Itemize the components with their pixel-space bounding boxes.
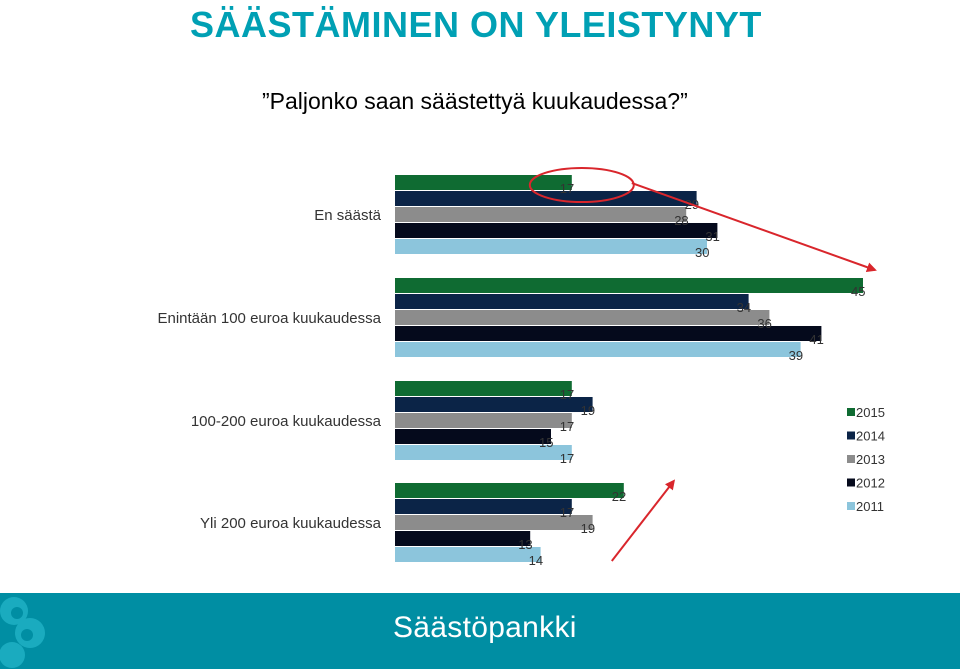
data-label: 17 xyxy=(560,419,574,434)
bar-2014 xyxy=(395,294,749,309)
data-label: 28 xyxy=(674,213,688,228)
annotation-layer xyxy=(528,167,877,562)
bar-2013 xyxy=(395,207,687,222)
bar-2011 xyxy=(395,445,572,460)
category-label: Yli 200 euroa kuukaudessa xyxy=(200,515,382,532)
legend-swatch xyxy=(847,478,855,487)
data-label: 17 xyxy=(560,387,574,402)
bar-2014 xyxy=(395,499,572,514)
data-label: 19 xyxy=(581,521,595,536)
legend-label: 2015 xyxy=(856,405,885,420)
bar-2012 xyxy=(395,531,531,546)
category-label: En säästä xyxy=(314,207,381,224)
data-label: 22 xyxy=(612,489,626,504)
bar-2014 xyxy=(395,191,697,206)
bars-layer xyxy=(395,175,863,562)
data-label: 17 xyxy=(560,181,574,196)
bar-2014 xyxy=(395,397,593,412)
data-label: 36 xyxy=(757,316,771,331)
legend-swatch xyxy=(847,431,855,440)
data-label: 17 xyxy=(560,451,574,466)
legend-swatch xyxy=(847,408,855,416)
legend-swatch xyxy=(847,455,855,463)
bar-2013 xyxy=(395,515,593,530)
legend-label: 2013 xyxy=(856,452,885,467)
legend-swatch xyxy=(847,502,855,510)
data-label: 13 xyxy=(518,537,532,552)
data-label: 34 xyxy=(737,300,751,315)
bar-2015 xyxy=(395,381,572,396)
bar-2013 xyxy=(395,310,770,325)
trend-arrow xyxy=(631,182,877,273)
highlight-circle xyxy=(528,167,635,203)
legend-label: 2014 xyxy=(856,429,885,444)
bar-2012 xyxy=(395,326,822,341)
bar-2011 xyxy=(395,547,541,562)
data-label: 41 xyxy=(809,332,823,347)
data-label: 14 xyxy=(529,553,543,568)
bar-2015 xyxy=(395,175,572,190)
legend-label: 2012 xyxy=(856,476,885,491)
data-label: 31 xyxy=(705,229,719,244)
bar-chart: En säästä1729283130Enintään 100 euroa ku… xyxy=(157,167,885,568)
bar-2011 xyxy=(395,342,801,357)
trend-arrow xyxy=(611,479,676,562)
bar-2015 xyxy=(395,278,863,293)
footer-bar: Säästöpankki xyxy=(0,593,960,669)
bar-2015 xyxy=(395,483,624,498)
bar-2013 xyxy=(395,413,572,428)
data-label: 45 xyxy=(851,284,865,299)
data-label: 17 xyxy=(560,505,574,520)
data-label: 30 xyxy=(695,245,709,260)
brand-name: Säästöpankki xyxy=(393,611,577,644)
bar-2012 xyxy=(395,429,551,444)
legend-label: 2011 xyxy=(856,499,884,514)
brand-symbol-icon xyxy=(0,597,45,668)
category-label: Enintään 100 euroa kuukaudessa xyxy=(157,310,381,327)
legend: 2015 2014 2013 2012 2011 xyxy=(847,405,885,514)
page-title: SÄÄSTÄMINEN ON YLEISTYNYT xyxy=(190,4,762,45)
bar-2011 xyxy=(395,239,707,254)
chart-subtitle: ”Paljonko saan säästettyä kuukaudessa?” xyxy=(262,88,688,114)
data-label: 19 xyxy=(581,403,595,418)
labels-layer: En säästä1729283130Enintään 100 euroa ku… xyxy=(157,181,865,568)
category-label: 100-200 euroa kuukaudessa xyxy=(191,413,382,430)
data-label: 15 xyxy=(539,435,553,450)
bar-2012 xyxy=(395,223,718,238)
data-label: 39 xyxy=(789,348,803,363)
